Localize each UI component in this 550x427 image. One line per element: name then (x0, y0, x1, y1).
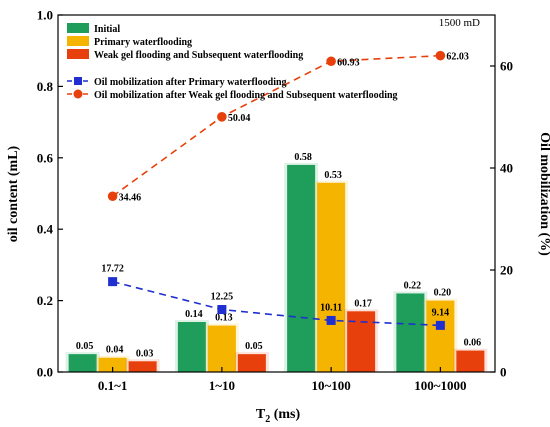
y-tick-label: 0.2 (37, 293, 53, 308)
line-value-label: 17.72 (101, 264, 124, 275)
line-marker (217, 305, 227, 315)
legend-label: Initial (94, 24, 120, 35)
bar (237, 354, 266, 372)
line-value-label: 50.04 (228, 113, 251, 124)
x-tick-label: 10~100 (311, 378, 350, 393)
line-marker (326, 315, 336, 325)
legend-label: Weak gel flooding and Subsequent waterfl… (94, 50, 303, 61)
legend-marker (74, 77, 82, 85)
bar (207, 325, 236, 372)
line-value-label: 9.14 (432, 307, 450, 318)
bar (68, 354, 97, 372)
line-marker (435, 50, 446, 61)
x-tick-label: 1~10 (209, 378, 235, 393)
y2-axis-label: Oil mobilization (%) (537, 132, 550, 256)
bar (396, 293, 425, 372)
bar-value-label: 0.20 (434, 288, 452, 299)
series-line (112, 280, 441, 327)
legend-swatch (67, 49, 89, 59)
bar-value-label: 0.58 (294, 152, 312, 163)
x-axis-label-sub: 2 (265, 414, 270, 425)
bar-value-label: 0.17 (354, 298, 372, 309)
line-value-label: 34.46 (119, 192, 142, 203)
legend-label: Oil mobilization after Weak gel flooding… (94, 90, 398, 101)
line-value-label: 12.25 (211, 292, 234, 303)
bar-value-label: 0.22 (404, 280, 422, 291)
legend: Initial Primary waterflooding Weak gel flo… (67, 23, 398, 101)
x-tick-label: 100~1000 (414, 378, 466, 393)
bar (317, 182, 346, 372)
plot-frame (57, 14, 496, 373)
legend-swatch (67, 23, 89, 33)
legend-label: Oil mobilization after Primary waterfloo… (94, 77, 287, 88)
line-marker (326, 56, 336, 67)
bar-value-label: 0.03 (136, 348, 154, 359)
y-tick-label: 0.4 (37, 222, 54, 237)
line-marker (435, 320, 445, 330)
line-marker (107, 191, 118, 202)
y2-tick-label: 20 (500, 263, 513, 278)
y2-tick-label: 60 (500, 59, 513, 74)
legend-label: Primary waterflooding (94, 37, 192, 48)
x-axis-label: T2 (ms) (256, 407, 301, 425)
y-tick-label: 0.8 (37, 79, 54, 94)
x-tick-label: 0.1~1 (98, 378, 128, 393)
bar (128, 361, 157, 372)
bar (426, 300, 455, 372)
y2-tick-label: 0 (500, 365, 507, 380)
y-tick-label: 0.6 (37, 150, 54, 165)
bar (347, 311, 376, 372)
bar (98, 357, 127, 372)
plot-area: 0.050.140.580.220.040.130.530.200.030.05… (37, 8, 513, 394)
y-axis-label: oil content (mL) (6, 145, 21, 242)
line-marker (108, 277, 118, 287)
y-tick-label: 0.0 (37, 365, 53, 380)
y2-tick-label: 40 (500, 161, 513, 176)
bar-value-label: 0.13 (215, 313, 233, 324)
bar-value-label: 0.06 (464, 338, 482, 349)
x-axis-label-rest: (ms) (270, 407, 300, 422)
bar (456, 350, 485, 372)
bar-value-label: 0.05 (76, 341, 94, 352)
legend-marker (73, 89, 83, 99)
series-line (112, 54, 441, 197)
bar-value-label: 0.53 (324, 170, 342, 181)
x-axis-label-main: T (256, 407, 266, 422)
legend-swatch (67, 36, 89, 46)
bar (177, 322, 206, 372)
line-value-label: 10.11 (320, 302, 342, 313)
bar (287, 164, 316, 372)
line-value-label: 62.03 (446, 52, 469, 63)
annotation-1500md: 1500 mD (439, 17, 480, 29)
y-tick-label: 1.0 (37, 8, 53, 23)
bar-value-label: 0.04 (106, 345, 124, 356)
line-marker (217, 111, 227, 122)
line-value-label: 60.93 (337, 57, 360, 68)
bar-value-label: 0.05 (245, 341, 263, 352)
bar-value-label: 0.14 (185, 309, 203, 320)
